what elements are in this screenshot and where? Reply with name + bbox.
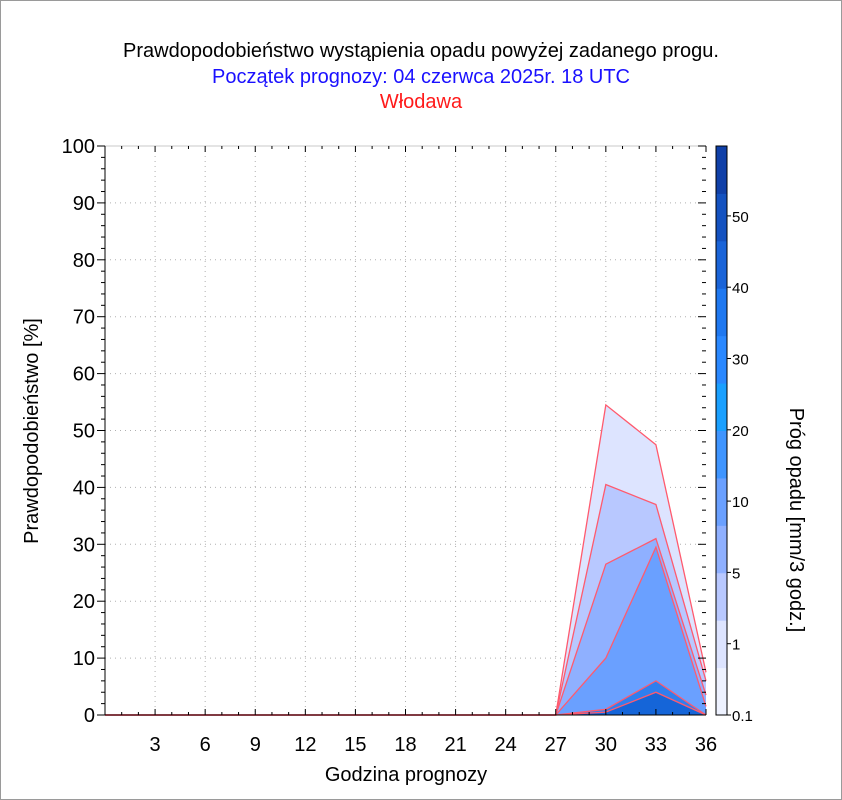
- colorbar-tick-label: 40: [732, 280, 749, 297]
- chart-title: Prawdopodobieństwo wystąpienia opadu pow…: [123, 40, 719, 62]
- y-tick-label: 90: [73, 193, 95, 215]
- x-tick-label: 33: [645, 734, 667, 756]
- colorbar-segment: [716, 240, 727, 289]
- colorbar-segment: [716, 620, 727, 669]
- y-axis-label: Prawdopodobieństwo [%]: [21, 318, 43, 544]
- colorbar-segment: [716, 288, 727, 337]
- y-tick-label: 70: [73, 307, 95, 329]
- y-tick-label: 100: [62, 136, 95, 158]
- colorbar-segment: [716, 146, 727, 194]
- x-tick-label: 36: [695, 734, 717, 756]
- colorbar-label: Próg opadu [mm/3 godz.]: [785, 408, 807, 633]
- x-tick-label: 6: [200, 734, 211, 756]
- colorbar-border: [715, 145, 728, 716]
- colorbar-tick-label: 20: [732, 423, 749, 440]
- colorbar-tick-label: 5: [732, 565, 740, 582]
- colorbar-tick-label: 1: [732, 637, 740, 654]
- y-tick-label: 50: [73, 421, 95, 443]
- colorbar-segment: [716, 335, 727, 384]
- x-tick-label: 27: [545, 734, 567, 756]
- x-tick-label: 18: [394, 734, 416, 756]
- colorbar-segment: [716, 667, 727, 716]
- x-tick-label: 21: [444, 734, 466, 756]
- y-tick-label: 40: [73, 477, 95, 499]
- x-tick-label: 15: [344, 734, 366, 756]
- colorbar-segment: [716, 193, 727, 242]
- x-tick-label: 30: [595, 734, 617, 756]
- colorbar-segment: [716, 383, 727, 431]
- forecast-start-subtitle: Początek prognozy: 04 czerwca 2025r. 18 …: [212, 66, 630, 88]
- colorbar-segment: [716, 430, 727, 479]
- y-tick-label: 20: [73, 591, 95, 613]
- threshold-colorbar: 0.1 1 5 10 20 30 40 50: [715, 145, 753, 725]
- y-tick-label: 60: [73, 364, 95, 386]
- y-tick-label: 30: [73, 534, 95, 556]
- x-tick-label: 3: [150, 734, 161, 756]
- colorbar-tick-label: 10: [732, 494, 749, 511]
- y-tick-label: 80: [73, 250, 95, 272]
- station-name: Włodawa: [379, 91, 463, 113]
- colorbar-segment: [716, 572, 727, 621]
- x-tick-label: 12: [294, 734, 316, 756]
- colorbar-tick-label: 50: [732, 209, 749, 226]
- x-tick-label: 24: [495, 734, 517, 756]
- y-tick-label: 10: [73, 648, 95, 670]
- colorbar-tick-label: 0.1: [732, 708, 753, 725]
- colorbar-segment: [716, 477, 727, 526]
- x-axis-label: Godzina prognozy: [325, 764, 487, 786]
- colorbar-tick-label: 30: [732, 352, 749, 369]
- colorbar-segment: [716, 525, 727, 574]
- x-tick-label: 9: [250, 734, 261, 756]
- area-threshold-30: [105, 692, 706, 715]
- y-tick-label: 0: [84, 705, 95, 727]
